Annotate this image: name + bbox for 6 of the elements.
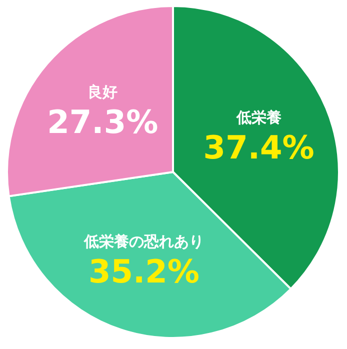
data-label: 35.2% bbox=[88, 252, 200, 290]
data-label: 27.3% bbox=[47, 103, 158, 142]
data-label: 37.4% bbox=[203, 128, 314, 166]
slice-label: 低栄養 bbox=[235, 108, 282, 126]
slice-label: 良好 bbox=[88, 83, 118, 102]
slice-label: 低栄養の恐れあり bbox=[82, 232, 204, 250]
